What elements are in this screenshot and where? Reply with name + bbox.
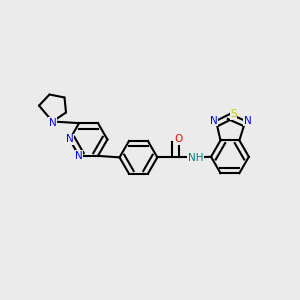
Text: NH: NH	[188, 153, 203, 163]
Text: N: N	[49, 118, 56, 128]
Text: N: N	[244, 116, 252, 126]
Text: N: N	[210, 116, 218, 126]
Text: N: N	[75, 151, 83, 161]
Text: N: N	[66, 134, 74, 145]
Text: S: S	[230, 109, 237, 119]
Text: O: O	[175, 134, 183, 144]
